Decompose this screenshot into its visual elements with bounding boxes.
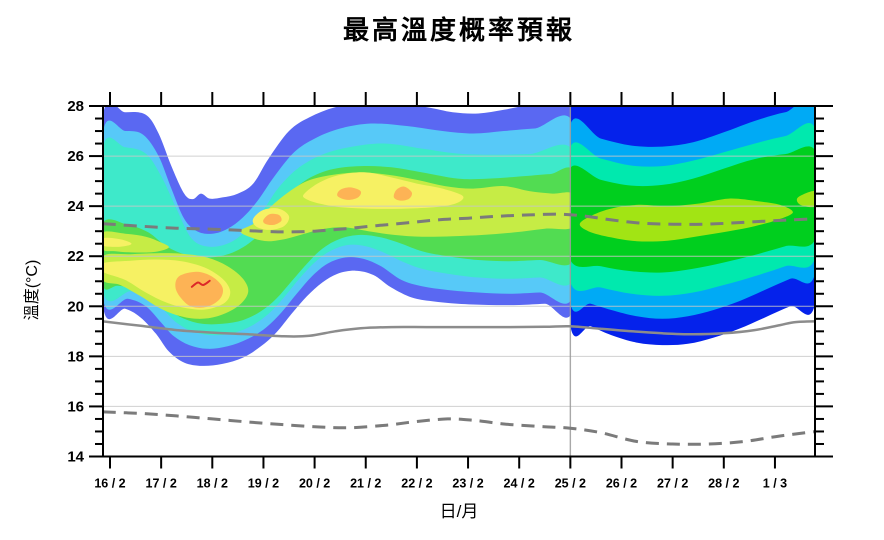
- contour-left-orange-mid-dot: [263, 213, 282, 226]
- contour-left-yellow-left-sliver: [103, 237, 132, 247]
- contour-left-yellowgreen-left-sliver: [103, 231, 169, 253]
- right-contours: [570, 106, 816, 346]
- reference-lines: [103, 212, 815, 446]
- contour-left-orange-upper-b: [393, 186, 413, 201]
- y-tick-label: 18: [67, 348, 84, 365]
- ref-line-lower-dashed: [103, 410, 815, 446]
- x-tick-label: 22 / 2: [401, 477, 432, 491]
- y-tick-label: 24: [67, 198, 84, 215]
- x-tick-label: 28 / 2: [708, 477, 739, 491]
- ticks: [89, 92, 833, 469]
- x-axis-title: 日/月: [439, 502, 479, 521]
- y-tick-label: 20: [67, 298, 84, 315]
- x-tick-label: 26 / 2: [606, 477, 637, 491]
- ref-line-middle-solid: [103, 320, 815, 338]
- left-contours: [103, 106, 571, 366]
- x-tick-label: 20 / 2: [299, 477, 330, 491]
- y-tick-label: 14: [67, 449, 84, 466]
- y-tick-label: 26: [67, 148, 84, 165]
- x-tick-label: 1 / 3: [763, 477, 787, 491]
- tick-labels: 14 16 18 20 22 24 26 28 16 / 2 17 / 2 18 / 2 19 / 2…: [67, 98, 787, 490]
- contour-right-yellowgreen-band: [579, 198, 793, 242]
- x-tick-label: 19 / 2: [248, 477, 279, 491]
- chart-title: 最高溫度概率預報: [342, 15, 575, 45]
- y-tick-label: 28: [67, 98, 84, 115]
- x-tick-label: 24 / 2: [504, 477, 535, 491]
- y-tick-label: 22: [67, 248, 84, 265]
- y-axis-title: 溫度(°C): [24, 259, 41, 321]
- x-tick-label: 18 / 2: [197, 477, 228, 491]
- contour-left-orange-upper-a: [337, 187, 362, 200]
- contour-left-red-core-line: [190, 279, 211, 288]
- x-tick-label: 17 / 2: [146, 477, 177, 491]
- x-tick-label: 25 / 2: [555, 477, 586, 491]
- x-tick-label: 16 / 2: [94, 477, 125, 491]
- contour-right-yellowgreen-edge-patch: [796, 190, 816, 208]
- x-tick-label: 27 / 2: [657, 477, 688, 491]
- y-tick-label: 16: [67, 398, 84, 415]
- contour-left-orange-lower: [175, 271, 224, 308]
- ref-line-upper-dashed: [103, 212, 815, 234]
- x-tick-label: 21 / 2: [350, 477, 381, 491]
- contour-left-yellow-upper: [302, 172, 464, 209]
- x-tick-label: 23 / 2: [452, 477, 483, 491]
- gridlines: [103, 106, 815, 457]
